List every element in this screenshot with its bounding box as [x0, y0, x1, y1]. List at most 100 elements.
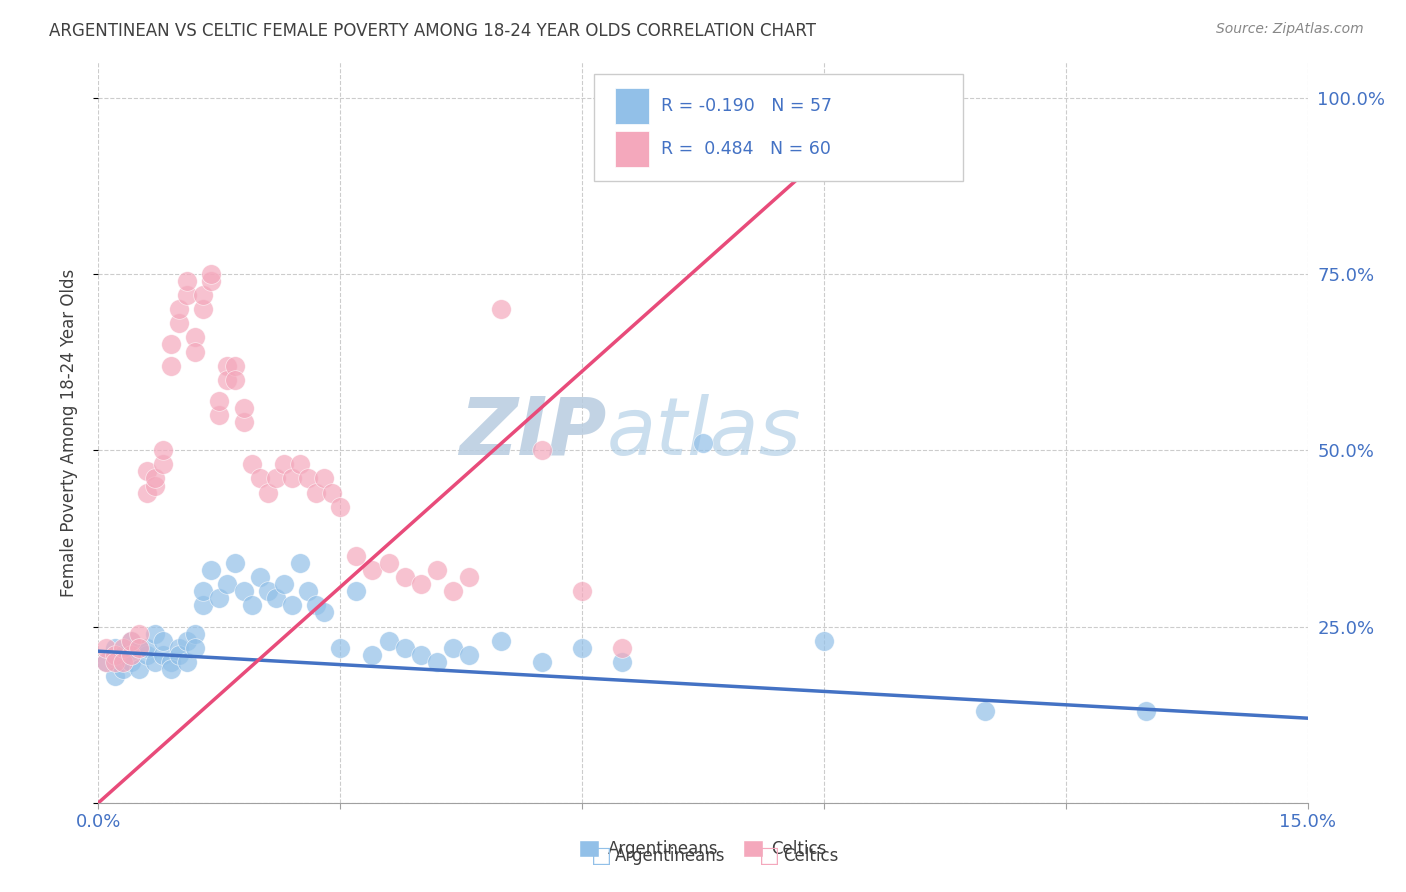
Point	[288, 556, 311, 570]
Point	[426, 563, 449, 577]
Bar	[614, 88, 648, 124]
Point	[692, 436, 714, 450]
Point	[128, 626, 150, 640]
Point	[135, 648, 157, 662]
Point	[329, 640, 352, 655]
Point	[264, 471, 287, 485]
Point	[208, 408, 231, 422]
Text: R =  0.484   N = 60: R = 0.484 N = 60	[661, 140, 831, 158]
Point	[193, 288, 215, 302]
Point	[249, 471, 271, 485]
Point	[176, 633, 198, 648]
Point	[409, 648, 432, 662]
Point	[135, 640, 157, 655]
Point	[458, 648, 481, 662]
Text: R = -0.190   N = 57: R = -0.190 N = 57	[661, 97, 832, 115]
Point	[530, 443, 553, 458]
Point	[96, 655, 118, 669]
Point	[249, 570, 271, 584]
Point	[120, 633, 142, 648]
Point	[377, 556, 399, 570]
Point	[224, 556, 246, 570]
Point	[193, 302, 215, 317]
Point	[160, 662, 183, 676]
Point	[361, 648, 384, 662]
Point	[120, 648, 142, 662]
Point	[200, 274, 222, 288]
Point	[200, 267, 222, 281]
Point	[103, 640, 125, 655]
Point	[111, 648, 134, 662]
Point	[152, 648, 174, 662]
Point	[103, 648, 125, 662]
Point	[530, 655, 553, 669]
Point	[160, 337, 183, 351]
Point	[128, 662, 150, 676]
Point	[264, 591, 287, 606]
Point	[128, 640, 150, 655]
Y-axis label: Female Poverty Among 18-24 Year Olds: Female Poverty Among 18-24 Year Olds	[59, 268, 77, 597]
Text: atlas: atlas	[606, 393, 801, 472]
Point	[176, 655, 198, 669]
Point	[305, 485, 328, 500]
Point	[571, 640, 593, 655]
Point	[152, 458, 174, 472]
Point	[612, 640, 634, 655]
Point	[200, 563, 222, 577]
Point	[217, 359, 239, 373]
Point	[329, 500, 352, 514]
Point	[232, 401, 254, 415]
Point	[208, 393, 231, 408]
Point	[441, 584, 464, 599]
Point	[152, 633, 174, 648]
Text: □: □	[759, 847, 780, 866]
Point	[111, 662, 134, 676]
Point	[184, 344, 207, 359]
Point	[321, 485, 343, 500]
Point	[314, 606, 336, 620]
Point	[281, 471, 304, 485]
Point	[160, 655, 183, 669]
Point	[240, 599, 263, 613]
Text: ZIP: ZIP	[458, 393, 606, 472]
Point	[458, 570, 481, 584]
Text: Argentineans: Argentineans	[614, 847, 725, 865]
Point	[491, 633, 513, 648]
Point	[361, 563, 384, 577]
Point	[974, 704, 997, 718]
Point	[120, 633, 142, 648]
Point	[273, 577, 295, 591]
Point	[297, 471, 319, 485]
Point	[143, 655, 166, 669]
Point	[103, 669, 125, 683]
Point	[160, 359, 183, 373]
Point	[193, 599, 215, 613]
Point	[143, 471, 166, 485]
Point	[491, 302, 513, 317]
Point	[297, 584, 319, 599]
Point	[184, 330, 207, 344]
Point	[426, 655, 449, 669]
Point	[394, 570, 416, 584]
Text: □: □	[591, 847, 612, 866]
Point	[128, 640, 150, 655]
Text: Source: ZipAtlas.com: Source: ZipAtlas.com	[1216, 22, 1364, 37]
Point	[813, 633, 835, 648]
Point	[176, 274, 198, 288]
Point	[232, 584, 254, 599]
Point	[167, 640, 190, 655]
Bar	[614, 131, 648, 167]
Point	[184, 626, 207, 640]
Point	[377, 633, 399, 648]
Point	[96, 640, 118, 655]
Point	[167, 302, 190, 317]
Point	[1135, 704, 1157, 718]
Point	[143, 478, 166, 492]
Point	[167, 648, 190, 662]
Point	[103, 655, 125, 669]
Point	[273, 458, 295, 472]
Point	[152, 443, 174, 458]
Point	[612, 655, 634, 669]
Point	[224, 373, 246, 387]
Point	[176, 288, 198, 302]
